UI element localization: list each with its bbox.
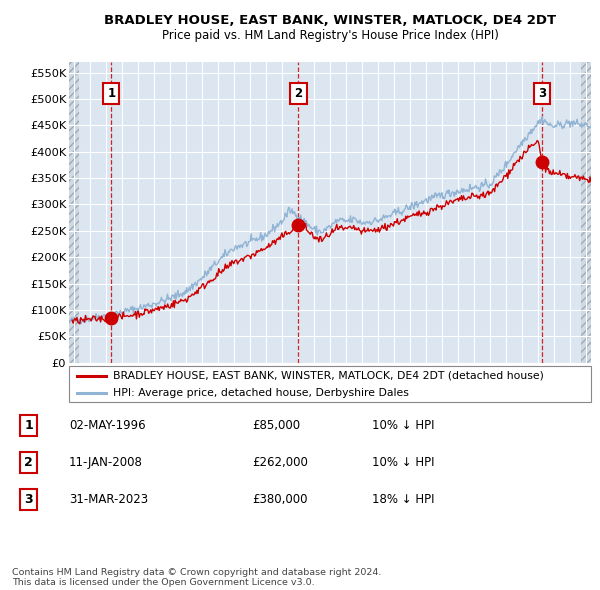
Text: 11-JAN-2008: 11-JAN-2008 [69, 456, 143, 469]
Text: £262,000: £262,000 [252, 456, 308, 469]
Text: 10% ↓ HPI: 10% ↓ HPI [372, 419, 434, 432]
Text: 02-MAY-1996: 02-MAY-1996 [69, 419, 146, 432]
Text: 10% ↓ HPI: 10% ↓ HPI [372, 456, 434, 469]
Text: £85,000: £85,000 [252, 419, 300, 432]
Bar [69, 62, 79, 363]
Text: 1: 1 [25, 419, 33, 432]
Text: Price paid vs. HM Land Registry's House Price Index (HPI): Price paid vs. HM Land Registry's House … [161, 29, 499, 42]
Text: 3: 3 [538, 87, 546, 100]
Bar [581, 62, 591, 363]
Text: £380,000: £380,000 [252, 493, 308, 506]
Text: 2: 2 [295, 87, 302, 100]
Text: 31-MAR-2023: 31-MAR-2023 [69, 493, 148, 506]
Text: BRADLEY HOUSE, EAST BANK, WINSTER, MATLOCK, DE4 2DT: BRADLEY HOUSE, EAST BANK, WINSTER, MATLO… [104, 14, 556, 27]
Text: 2: 2 [25, 456, 33, 469]
Text: 3: 3 [25, 493, 33, 506]
Text: HPI: Average price, detached house, Derbyshire Dales: HPI: Average price, detached house, Derb… [113, 388, 409, 398]
FancyBboxPatch shape [69, 366, 591, 402]
Text: 1: 1 [107, 87, 115, 100]
Text: BRADLEY HOUSE, EAST BANK, WINSTER, MATLOCK, DE4 2DT (detached house): BRADLEY HOUSE, EAST BANK, WINSTER, MATLO… [113, 371, 544, 381]
Text: 18% ↓ HPI: 18% ↓ HPI [372, 493, 434, 506]
Text: Contains HM Land Registry data © Crown copyright and database right 2024.
This d: Contains HM Land Registry data © Crown c… [12, 568, 382, 587]
